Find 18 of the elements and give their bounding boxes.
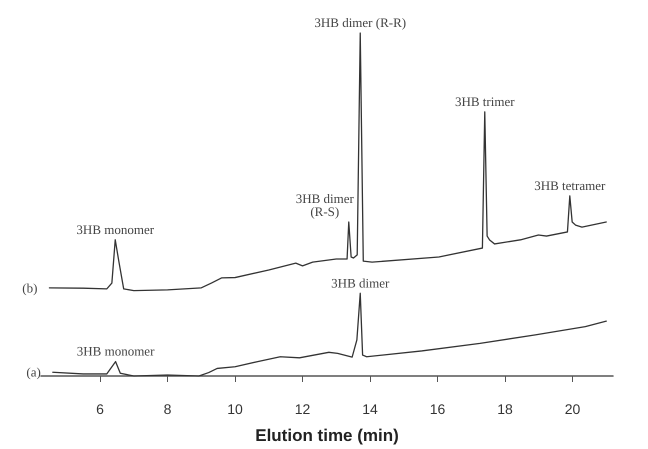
annotation: 3HB dimer (R-R): [314, 15, 406, 30]
annotation: 3HB tetramer: [534, 178, 606, 193]
x-tick-label: 18: [497, 401, 514, 417]
x-tick-label: 12: [294, 401, 311, 417]
annotation: 3HB monomer: [76, 344, 156, 359]
x-tick-label: 14: [362, 401, 378, 417]
annotation: 3HB dimer: [331, 275, 390, 290]
series-label: (b): [22, 280, 38, 296]
x-tick-label: 20: [564, 401, 580, 417]
x-tick-label: 6: [96, 401, 104, 417]
annotation: 3HB dimer (R-S): [296, 190, 354, 219]
annotation: 3HB trimer: [454, 94, 516, 109]
x-tick-label: 16: [430, 401, 446, 417]
series-label: (a): [26, 364, 41, 380]
x-axis-title: Elution time (min): [255, 426, 399, 445]
x-tick-label: 10: [227, 401, 244, 417]
x-tick-label: 8: [164, 401, 172, 417]
annotation: 3HB monomer: [76, 222, 155, 237]
